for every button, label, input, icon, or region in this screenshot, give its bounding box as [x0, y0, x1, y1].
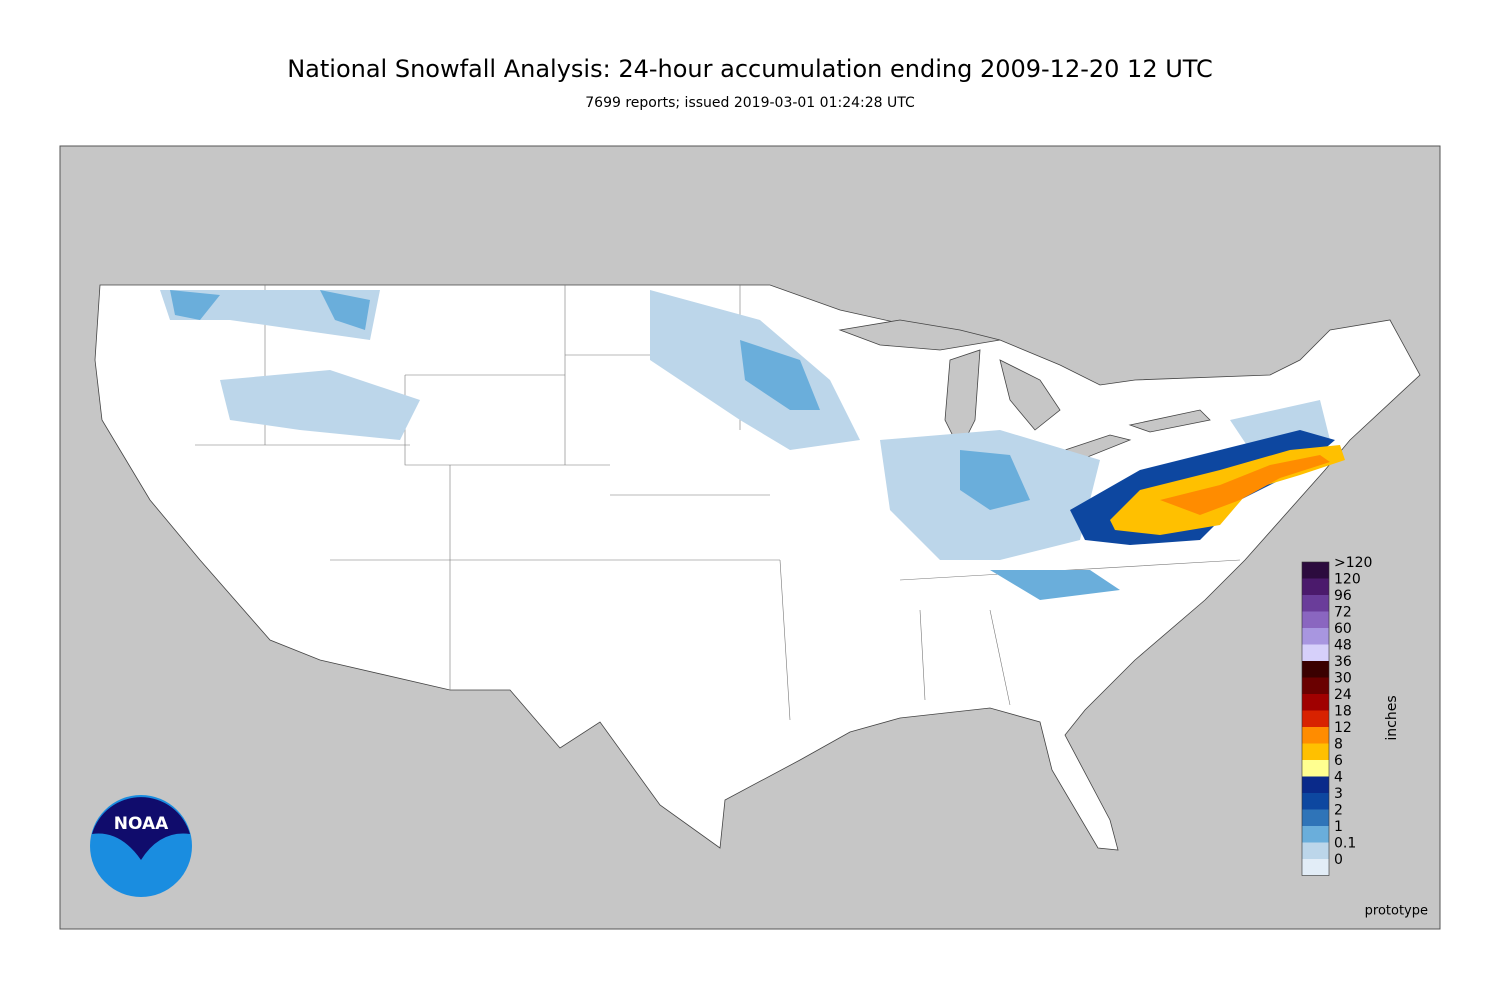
- legend-swatch: [1302, 710, 1329, 727]
- legend-label: 24: [1334, 687, 1352, 703]
- legend-label: 12: [1334, 720, 1352, 736]
- legend-swatch: [1302, 809, 1329, 826]
- subtitle: 7699 reports; issued 2019-03-01 01:24:28…: [585, 95, 915, 111]
- title: National Snowfall Analysis: 24-hour accu…: [287, 55, 1213, 83]
- legend-label: 30: [1334, 671, 1352, 687]
- legend-label: 48: [1334, 638, 1352, 654]
- footer-note: prototype: [1365, 904, 1428, 919]
- legend-label: 0.1: [1334, 836, 1356, 852]
- legend-swatch: [1302, 859, 1329, 876]
- legend-border: [1301, 561, 1330, 876]
- legend-label: 6: [1334, 753, 1343, 769]
- legend-swatch: [1302, 694, 1329, 711]
- legend-swatch: [1302, 628, 1329, 645]
- legend-swatch: [1302, 677, 1329, 694]
- legend-unit: inches: [1384, 695, 1400, 740]
- legend-swatch: [1302, 743, 1329, 760]
- legend-label: 36: [1334, 654, 1352, 670]
- legend-label: 1: [1334, 819, 1343, 835]
- map: NOAA prototype: [59, 145, 1441, 930]
- legend-swatch: [1302, 644, 1329, 661]
- legend-label: 72: [1334, 605, 1352, 621]
- legend-label: 2: [1334, 803, 1343, 819]
- legend-label: 0: [1334, 852, 1343, 868]
- legend-label: 8: [1334, 737, 1343, 753]
- legend-label: 18: [1334, 704, 1352, 720]
- logo-text: NOAA: [114, 814, 169, 834]
- legend-swatch: [1302, 826, 1329, 843]
- legend-swatch: [1302, 776, 1329, 793]
- legend-swatch: [1302, 793, 1329, 810]
- legend: inches >1201209672604836302418128643210.…: [1301, 555, 1400, 876]
- snowfall-shading: [160, 290, 1345, 600]
- legend-swatch: [1302, 595, 1329, 612]
- legend-swatch: [1302, 760, 1329, 777]
- legend-label: 120: [1334, 572, 1361, 588]
- legend-swatch: [1302, 562, 1329, 579]
- legend-label: 3: [1334, 786, 1343, 802]
- legend-swatch: [1302, 661, 1329, 678]
- legend-swatch: [1302, 611, 1329, 628]
- noaa-logo: NOAA: [90, 795, 192, 897]
- legend-swatch: [1302, 578, 1329, 595]
- legend-label: 60: [1334, 621, 1352, 637]
- legend-label: >120: [1334, 555, 1372, 571]
- legend-swatch: [1302, 842, 1329, 859]
- logo-top: [92, 797, 190, 860]
- legend-swatch: [1302, 727, 1329, 744]
- legend-label: 96: [1334, 588, 1352, 604]
- legend-label: 4: [1334, 770, 1343, 786]
